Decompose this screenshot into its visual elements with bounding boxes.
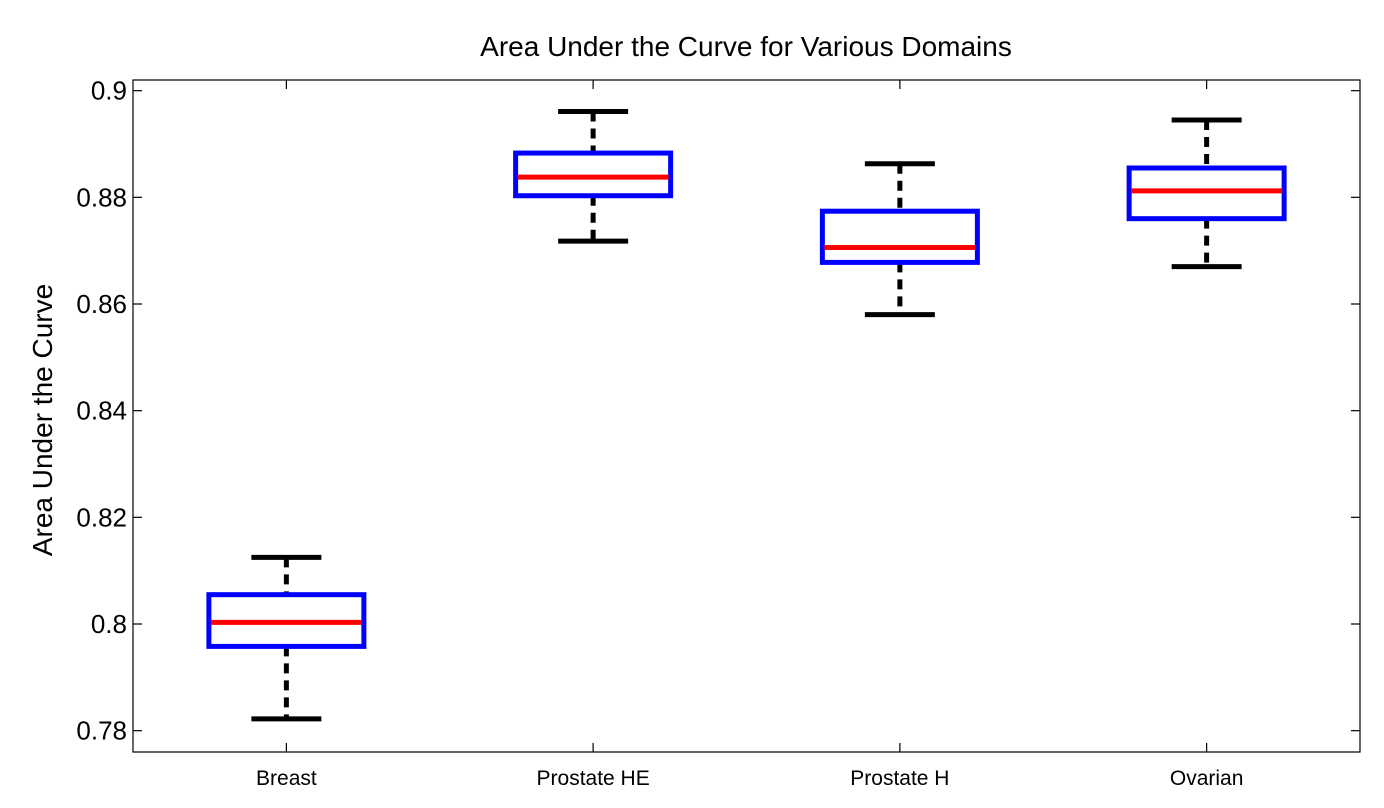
chart-title: Area Under the Curve for Various Domains <box>480 31 1012 62</box>
box-ovarian <box>1126 117 1287 270</box>
iqr-box <box>819 208 980 265</box>
iqr-box <box>513 150 674 199</box>
y-tick-label: 0.88 <box>76 182 127 212</box>
box-prostate-he <box>513 108 674 244</box>
box-breast <box>206 554 367 722</box>
y-axis-label: Area Under the Curve <box>27 284 58 556</box>
x-tick-label: Breast <box>256 767 317 790</box>
y-tick-label: 0.84 <box>76 396 127 426</box>
y-tick-label: 0.9 <box>91 76 127 106</box>
x-tick-label: Ovarian <box>1170 767 1244 790</box>
y-tick-label: 0.78 <box>76 716 127 746</box>
x-tick-label: Prostate H <box>850 767 949 790</box>
x-axis: Breast Prostate HE Prostate H Ovarian <box>256 80 1243 790</box>
y-tick-label: 0.82 <box>76 502 127 532</box>
y-axis: 0.78 0.8 0.82 0.84 0.86 0.88 0.9 <box>76 76 1360 746</box>
box-series <box>206 108 1287 722</box>
box-prostate-h <box>819 161 980 318</box>
y-tick-label: 0.8 <box>91 609 127 639</box>
y-tick-label: 0.86 <box>76 289 127 319</box>
x-tick-label: Prostate HE <box>537 767 650 790</box>
plot-area <box>132 79 1361 753</box>
